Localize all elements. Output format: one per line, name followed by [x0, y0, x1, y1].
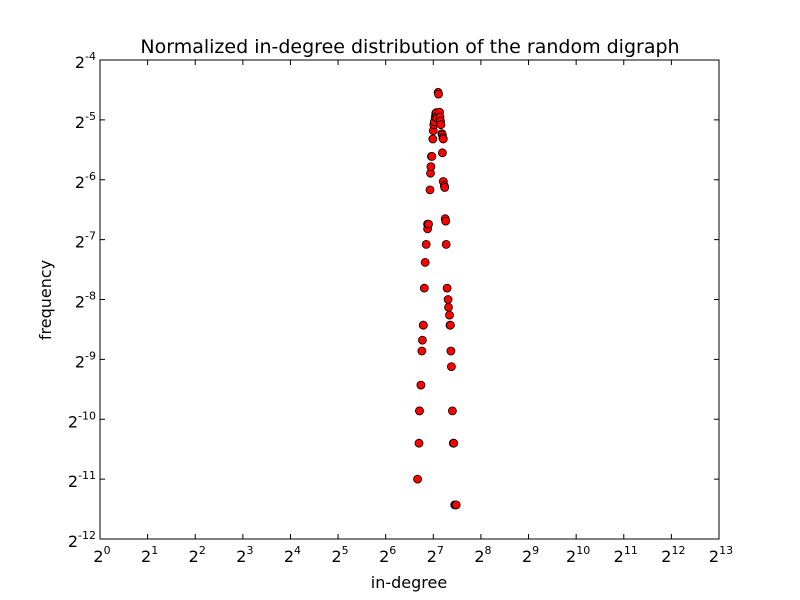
x-tick-label: 25	[331, 544, 348, 566]
data-points	[413, 87, 461, 510]
data-point	[428, 134, 438, 144]
data-point	[445, 310, 454, 320]
data-point	[427, 151, 437, 161]
data-point	[437, 148, 447, 158]
data-point	[434, 89, 443, 99]
data-point	[447, 406, 457, 416]
data-point	[413, 474, 423, 484]
data-point	[424, 219, 433, 229]
y-tick-label: 2-12	[68, 529, 96, 551]
chart-title: Normalized in-degree distribution of the…	[140, 36, 679, 58]
data-point	[440, 183, 450, 192]
x-tick-label: 210	[566, 544, 590, 566]
y-axis-label: frequency	[36, 260, 55, 340]
y-tick-label: 2-5	[75, 110, 96, 132]
data-point	[451, 500, 461, 510]
data-point	[414, 438, 424, 448]
data-point	[425, 185, 435, 195]
data-point	[449, 438, 459, 448]
data-point	[445, 320, 455, 330]
plot-area-frame	[99, 59, 720, 540]
x-tick-label: 21	[141, 544, 158, 566]
data-point	[420, 257, 430, 267]
x-tick-label: 23	[236, 544, 253, 566]
data-point	[444, 302, 453, 312]
x-axis-label: in-degree	[371, 573, 447, 592]
axis-ticks: 20 21 22 23 24 25 26 27 28 29 210 211 212 213 2-4 2-5 2-…	[68, 50, 733, 566]
x-tick-label: 211	[614, 544, 638, 566]
data-point	[415, 406, 424, 416]
y-tick-label: 2-7	[75, 230, 96, 252]
y-tick-label: 2-6	[75, 170, 96, 192]
x-tick-label: 212	[661, 544, 685, 566]
x-tick-label: 26	[379, 544, 396, 566]
data-point	[426, 162, 436, 172]
data-point	[446, 346, 456, 356]
x-tick-label: 24	[284, 544, 301, 566]
y-tick-label: 2-9	[75, 349, 96, 371]
data-point	[441, 216, 451, 226]
data-point	[443, 295, 453, 304]
x-tick-label: 22	[189, 544, 206, 566]
y-tick-label: 2-11	[68, 469, 96, 491]
data-point	[421, 239, 431, 249]
data-point	[441, 239, 451, 249]
data-point	[446, 362, 456, 372]
data-point	[418, 320, 428, 330]
x-tick-label: 29	[522, 544, 539, 566]
data-point	[438, 134, 448, 144]
data-point	[436, 120, 446, 130]
x-tick-label: 20	[93, 544, 110, 566]
x-tick-label: 213	[709, 544, 733, 566]
y-tick-label: 2-4	[75, 50, 96, 72]
x-tick-label: 28	[474, 544, 491, 566]
data-point	[417, 335, 427, 345]
data-point	[442, 283, 452, 293]
x-tick-label: 27	[427, 544, 444, 566]
data-point	[416, 380, 426, 390]
data-point	[419, 283, 429, 293]
y-tick-label: 2-10	[68, 409, 96, 431]
data-point	[417, 346, 427, 356]
y-tick-label: 2-8	[75, 290, 96, 312]
